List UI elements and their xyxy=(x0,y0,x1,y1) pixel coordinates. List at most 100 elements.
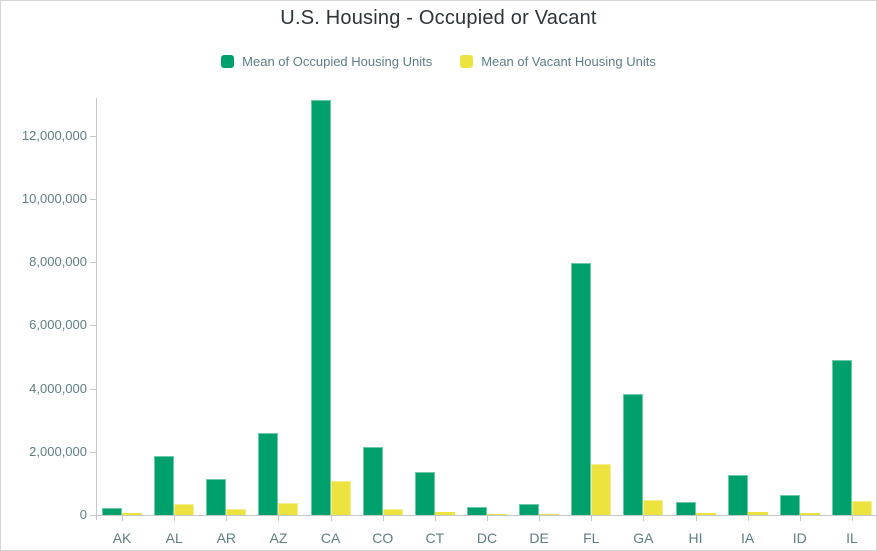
x-axis-label-HI: HI xyxy=(688,530,703,546)
bar-vacant-HI[interactable] xyxy=(695,513,716,515)
x-axis-label-AR: AR xyxy=(216,530,237,546)
x-axis-label-IA: IA xyxy=(741,530,755,546)
bar-vacant-ID[interactable] xyxy=(799,513,820,515)
legend-swatch-icon xyxy=(221,55,235,68)
bar-occupied-AZ[interactable] xyxy=(258,433,279,515)
bar-group-AZ xyxy=(252,98,304,515)
x-axis-tick xyxy=(226,516,228,521)
x-axis-tick xyxy=(591,516,593,521)
x-axis-tick xyxy=(851,516,853,521)
bar-vacant-AZ[interactable] xyxy=(278,503,299,515)
chart-title: U.S. Housing - Occupied or Vacant xyxy=(280,7,597,29)
x-axis-tick xyxy=(695,516,697,521)
y-axis-label: 0 xyxy=(79,507,87,522)
x-axis-label-CA: CA xyxy=(320,530,341,546)
bar-occupied-CO[interactable] xyxy=(362,447,383,515)
y-axis-tick xyxy=(90,325,96,327)
x-axis-line xyxy=(96,515,876,516)
bar-group-IA xyxy=(722,98,774,515)
bar-occupied-DC[interactable] xyxy=(466,507,487,515)
bar-vacant-IL[interactable] xyxy=(851,501,872,515)
legend-item-vacant[interactable]: Mean of Vacant Housing Units xyxy=(460,54,656,69)
bar-occupied-HI[interactable] xyxy=(675,502,696,515)
chart-legend: Mean of Occupied Housing Units Mean of Va… xyxy=(1,54,876,69)
x-axis-tick xyxy=(747,516,749,521)
bar-group-AR xyxy=(200,98,252,515)
x-axis-label-AL: AL xyxy=(165,530,183,546)
bar-occupied-AR[interactable] xyxy=(206,479,227,515)
bar-occupied-CA[interactable] xyxy=(310,100,331,515)
bar-group-ID xyxy=(774,98,826,515)
bar-occupied-CT[interactable] xyxy=(414,472,435,515)
x-axis-tick xyxy=(487,516,488,521)
x-axis-tick xyxy=(278,516,280,521)
x-axis-tick xyxy=(382,516,384,521)
bar-group-CO xyxy=(357,98,409,515)
bar-group-CA xyxy=(305,98,357,515)
y-axis-tick xyxy=(90,135,96,137)
y-axis-tick xyxy=(90,515,96,516)
bar-occupied-AL[interactable] xyxy=(154,456,175,515)
x-axis-label-FL: FL xyxy=(583,530,600,546)
y-axis-tick xyxy=(90,388,96,390)
y-axis-label: 12,000,000 xyxy=(21,127,87,143)
bar-group-AK xyxy=(96,98,148,515)
bar-vacant-DC[interactable] xyxy=(486,514,507,515)
x-axis-tick xyxy=(434,516,436,521)
bar-vacant-AK[interactable] xyxy=(122,513,143,515)
x-axis-label-AK: AK xyxy=(112,530,132,546)
bar-occupied-GA[interactable] xyxy=(623,394,644,515)
y-axis-label: 2,000,000 xyxy=(29,443,87,459)
bar-vacant-IA[interactable] xyxy=(747,512,768,515)
bar-group-HI xyxy=(669,98,721,515)
bar-group-DE xyxy=(513,98,565,515)
x-axis-label-AZ: AZ xyxy=(269,530,288,546)
x-axis-tick xyxy=(122,516,124,521)
y-axis-label: 6,000,000 xyxy=(29,317,87,333)
y-axis-tick xyxy=(90,199,96,201)
bar-vacant-DE[interactable] xyxy=(539,514,560,515)
bar-occupied-FL[interactable] xyxy=(571,263,592,515)
bar-vacant-AR[interactable] xyxy=(226,509,247,515)
bar-occupied-ID[interactable] xyxy=(779,495,800,515)
bar-occupied-DE[interactable] xyxy=(519,504,540,515)
bar-occupied-IL[interactable] xyxy=(831,360,852,515)
y-axis-line xyxy=(96,98,97,520)
bar-vacant-CO[interactable] xyxy=(382,509,403,515)
x-axis-label-ID: ID xyxy=(792,530,807,546)
x-axis-label-CO: CO xyxy=(372,530,394,546)
legend-item-occupied[interactable]: Mean of Occupied Housing Units xyxy=(221,54,432,69)
x-axis-label-DE: DE xyxy=(529,530,549,546)
bar-occupied-AK[interactable] xyxy=(102,508,123,515)
x-axis-label-CT: CT xyxy=(425,530,445,546)
bar-group-AL xyxy=(148,98,200,515)
bar-vacant-FL[interactable] xyxy=(591,464,612,515)
bar-group-FL xyxy=(565,98,617,515)
bar-vacant-CA[interactable] xyxy=(330,481,351,515)
y-axis-label: 8,000,000 xyxy=(29,254,87,270)
y-axis-tick xyxy=(90,262,96,264)
bar-group-IL xyxy=(826,98,876,515)
y-axis-label: 10,000,000 xyxy=(21,191,87,207)
legend-swatch-icon xyxy=(460,55,474,68)
bar-group-CT xyxy=(409,98,461,515)
bar-vacant-GA[interactable] xyxy=(643,500,664,515)
legend-label: Mean of Vacant Housing Units xyxy=(481,54,656,69)
y-axis-tick xyxy=(90,451,96,453)
legend-label: Mean of Occupied Housing Units xyxy=(242,54,433,69)
x-axis-tick xyxy=(799,516,801,521)
x-axis-label-DC: DC xyxy=(476,530,498,546)
x-axis-label-IL: IL xyxy=(846,530,858,546)
x-axis-tick xyxy=(539,516,541,521)
x-axis-label-GA: GA xyxy=(633,530,654,546)
bar-occupied-IA[interactable] xyxy=(727,475,748,515)
bar-vacant-AL[interactable] xyxy=(174,504,195,515)
bar-group-DC xyxy=(461,98,513,515)
bar-vacant-CT[interactable] xyxy=(434,512,455,515)
x-axis-tick xyxy=(174,516,176,521)
bar-group-GA xyxy=(617,98,669,515)
x-axis-tick xyxy=(643,516,645,521)
x-axis-tick xyxy=(330,516,332,521)
